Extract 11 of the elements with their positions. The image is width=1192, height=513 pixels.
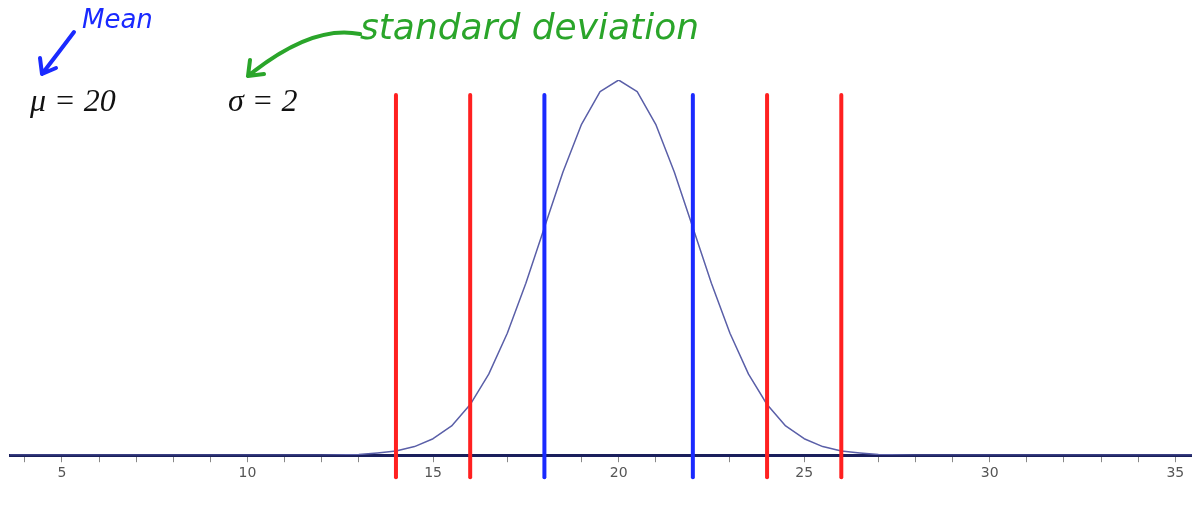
x-tick-label: 30: [980, 464, 999, 481]
x-tick-label: 5: [57, 464, 67, 481]
x-tick-label: 35: [1166, 464, 1185, 481]
annotation: σ = 2: [228, 82, 298, 119]
annotation: μ = 20: [30, 82, 116, 119]
text: Mean: [82, 4, 153, 34]
text: standard deviation: [360, 6, 700, 47]
x-tick-label: 10: [238, 464, 257, 481]
x-tick-label: 15: [424, 464, 442, 481]
x-tick-label: 25: [795, 464, 814, 481]
x-tick-label: 20: [609, 464, 628, 481]
